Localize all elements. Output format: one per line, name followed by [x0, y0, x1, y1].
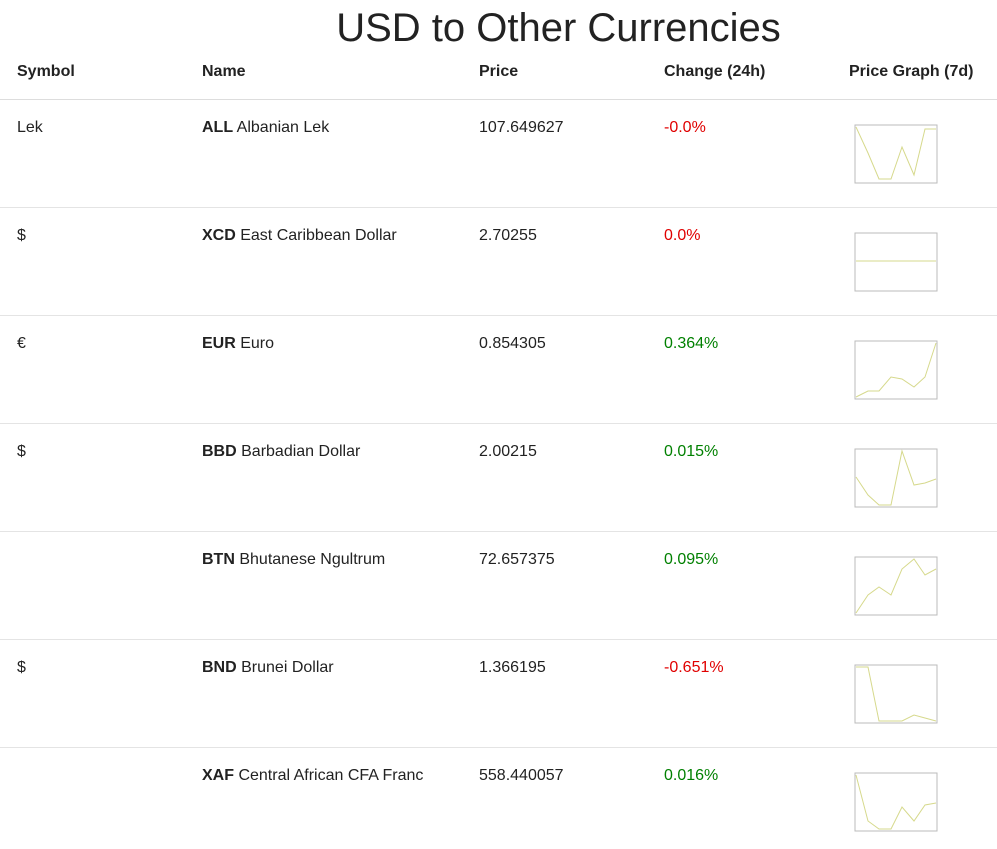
price-graph — [854, 340, 938, 400]
graph-cell — [832, 531, 997, 640]
currency-row: Lek ALL Albanian Lek 107.649627 -0.0% — [0, 99, 997, 208]
price: 2.00215 — [462, 423, 647, 532]
graph-cell — [832, 207, 997, 316]
currency-row: € EUR Euro 0.854305 0.364% — [0, 315, 997, 424]
column-header: Change (24h) — [647, 56, 832, 100]
price: 1.366195 — [462, 639, 647, 748]
currency-code: EUR — [202, 335, 236, 352]
price-graph — [854, 232, 938, 292]
symbol: Lek — [17, 119, 43, 136]
currency-table: Symbol Name Price Change (24h) Price Graph (… — [0, 56, 997, 849]
currency-code: ALL — [202, 119, 234, 136]
currency-name: Brunei Dollar — [241, 659, 334, 676]
change: 0.0% — [647, 207, 832, 316]
symbol-cell — [0, 747, 185, 849]
graph-cell — [832, 315, 997, 424]
symbol: $ — [17, 659, 26, 676]
price: 558.440057 — [462, 747, 647, 849]
currency-code: BBD — [202, 443, 237, 460]
symbol-cell: $ — [0, 423, 185, 532]
column-header: Symbol — [0, 56, 185, 100]
currency-code: BTN — [202, 551, 235, 568]
symbol: $ — [17, 443, 26, 460]
currency-row: XAF Central African CFA Franc 558.440057 0… — [0, 747, 997, 849]
header-row: Symbol Name Price Change (24h) Price Graph (… — [0, 56, 997, 100]
currency-code: BND — [202, 659, 237, 676]
column-header: Price — [462, 56, 647, 100]
price: 0.854305 — [462, 315, 647, 424]
currency-row: $ BBD Barbadian Dollar 2.00215 0.015% — [0, 423, 997, 532]
page-title: USD to Other Currencies — [336, 6, 781, 50]
price: 2.70255 — [462, 207, 647, 316]
symbol-cell: € — [0, 315, 185, 424]
graph-cell — [832, 99, 997, 208]
price-graph — [854, 556, 938, 616]
symbol-cell — [0, 531, 185, 640]
name-cell: BBD Barbadian Dollar — [185, 423, 462, 532]
currency-name: Bhutanese Ngultrum — [239, 551, 386, 568]
change: -0.651% — [647, 639, 832, 748]
column-header: Price Graph (7d) — [832, 56, 997, 100]
currency-row: BTN Bhutanese Ngultrum 72.657375 0.095% — [0, 531, 997, 640]
currency-name: East Caribbean Dollar — [240, 227, 397, 244]
symbol-cell: $ — [0, 639, 185, 748]
change: 0.015% — [647, 423, 832, 532]
graph-cell — [832, 747, 997, 849]
name-cell: XCD East Caribbean Dollar — [185, 207, 462, 316]
change: 0.364% — [647, 315, 832, 424]
currency-name: Central African CFA Franc — [238, 767, 424, 784]
price-graph — [854, 664, 938, 724]
currency-name: Euro — [240, 335, 275, 352]
currency-row: $ BND Brunei Dollar 1.366195 -0.651% — [0, 639, 997, 748]
price: 72.657375 — [462, 531, 647, 640]
graph-cell — [832, 423, 997, 532]
currency-name: Barbadian Dollar — [241, 443, 361, 460]
currency-row: $ XCD East Caribbean Dollar 2.70255 0.0% — [0, 207, 997, 316]
name-cell: ALL Albanian Lek — [185, 99, 462, 208]
change: 0.095% — [647, 531, 832, 640]
name-cell: BTN Bhutanese Ngultrum — [185, 531, 462, 640]
symbol-cell: $ — [0, 207, 185, 316]
symbol-cell: Lek — [0, 99, 185, 208]
price: 107.649627 — [462, 99, 647, 208]
column-header: Name — [185, 56, 462, 100]
price-graph — [854, 448, 938, 508]
symbol: € — [17, 335, 26, 352]
graph-cell — [832, 639, 997, 748]
name-cell: EUR Euro — [185, 315, 462, 424]
change: -0.0% — [647, 99, 832, 208]
change: 0.016% — [647, 747, 832, 849]
name-cell: BND Brunei Dollar — [185, 639, 462, 748]
price-graph — [854, 772, 938, 832]
symbol: $ — [17, 227, 26, 244]
name-cell: XAF Central African CFA Franc — [185, 747, 462, 849]
currency-code: XAF — [202, 767, 234, 784]
price-graph — [854, 124, 938, 184]
currency-name: Albanian Lek — [236, 119, 330, 136]
currency-code: XCD — [202, 227, 236, 244]
